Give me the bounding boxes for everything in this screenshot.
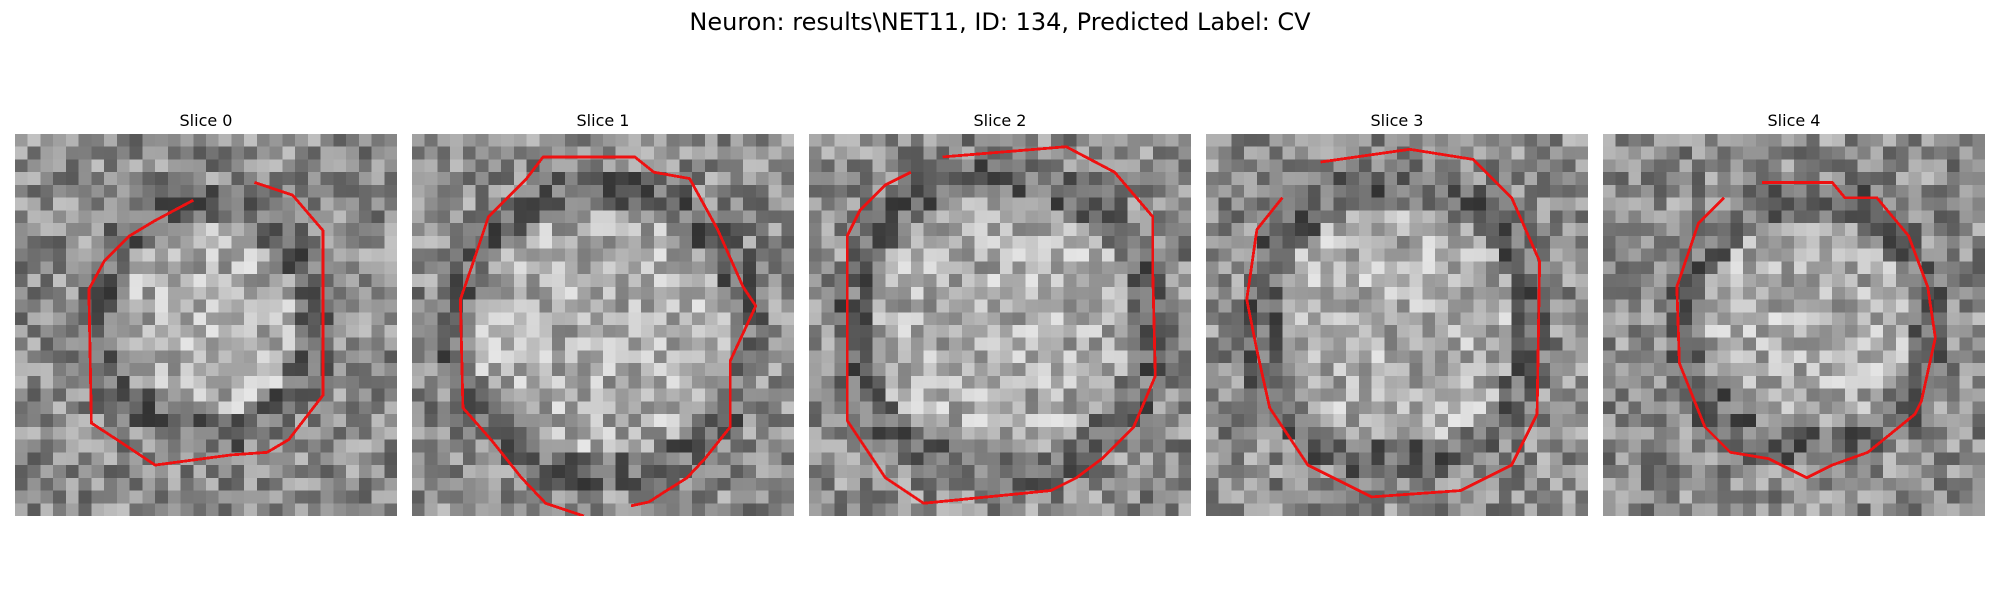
cell-outline-contour <box>87 181 325 467</box>
slice-panel-0: Slice 0 <box>15 110 397 516</box>
cell-outline-contour <box>458 155 758 516</box>
slice-title: Slice 0 <box>179 111 233 130</box>
slice-image <box>809 134 1191 516</box>
slice-title: Slice 2 <box>973 111 1027 130</box>
slice-panel-3: Slice 3 <box>1206 110 1588 516</box>
slice-image <box>1603 134 1985 516</box>
slice-title: Slice 4 <box>1767 111 1821 130</box>
slice-image <box>15 134 397 516</box>
slice-image <box>1206 134 1588 516</box>
cell-outline-contour <box>845 145 1157 505</box>
slice-title: Slice 3 <box>1370 111 1424 130</box>
slice-image <box>412 134 794 516</box>
figure-title: Neuron: results\NET11, ID: 134, Predicte… <box>689 8 1311 36</box>
cell-outline-contour <box>1675 180 1937 480</box>
slice-panel-2: Slice 2 <box>809 110 1191 516</box>
slice-panel-4: Slice 4 <box>1603 110 1985 516</box>
cell-outline-contour <box>1245 147 1542 499</box>
slice-panel-1: Slice 1 <box>412 110 794 516</box>
slice-title: Slice 1 <box>576 111 630 130</box>
